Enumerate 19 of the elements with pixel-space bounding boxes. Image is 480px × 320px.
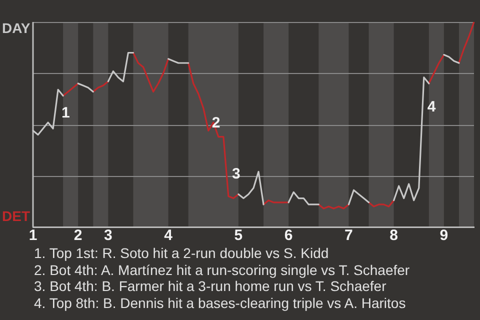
text: DAY: [2, 20, 31, 36]
x-tick-label: 7: [344, 227, 353, 244]
annotation: 3: [232, 165, 240, 182]
x-tick-label: 9: [440, 227, 448, 244]
x-tick-label: 4: [164, 227, 174, 244]
x-tick-label: 6: [284, 227, 293, 244]
x-tick-label: 5: [234, 227, 243, 244]
annotation: 4: [427, 98, 436, 116]
x-tick-label: 2: [74, 227, 82, 244]
annotation: 2: [212, 114, 220, 132]
x-tick-label: 8: [390, 227, 398, 244]
text: DET: [2, 208, 30, 224]
text: 2. Bot 4th: A. Martínez hit a run-scoring single vs T. Schaefer: [34, 262, 410, 278]
x-tick-label: 3: [104, 227, 112, 244]
text: 1. Top 1st: R. Soto hit a 2-run double vs S. Kidd: [34, 245, 330, 262]
x-tick-label: 1: [28, 227, 38, 244]
text: 4. Top 8th: B. Dennis hit a bases-clearing triple vs A. Haritos: [34, 294, 407, 311]
annotation: 1: [62, 104, 70, 122]
text: 3. Bot 4th: B. Farmer hit a 3-run home run vs T. Schaefer: [34, 278, 388, 294]
